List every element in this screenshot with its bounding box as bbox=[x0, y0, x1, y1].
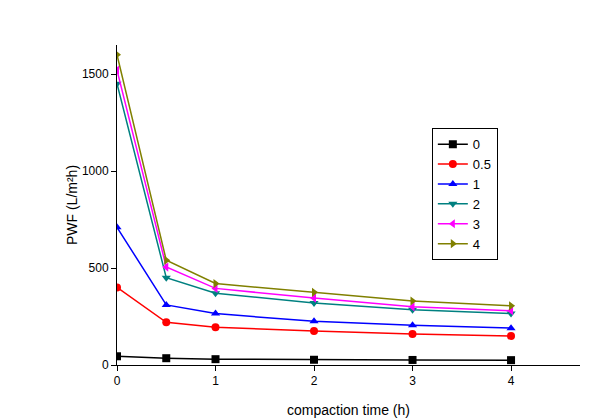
svg-text:PWF (L/m²h): PWF (L/m²h) bbox=[64, 165, 80, 245]
svg-text:compaction time (h): compaction time (h) bbox=[287, 402, 410, 418]
svg-text:0: 0 bbox=[114, 374, 121, 388]
svg-text:2: 2 bbox=[311, 374, 318, 388]
svg-text:1: 1 bbox=[473, 177, 480, 192]
svg-text:4: 4 bbox=[508, 374, 515, 388]
svg-text:0: 0 bbox=[473, 137, 480, 152]
svg-text:1: 1 bbox=[212, 374, 219, 388]
svg-text:3: 3 bbox=[473, 217, 480, 232]
svg-text:3: 3 bbox=[409, 374, 416, 388]
svg-text:500: 500 bbox=[89, 261, 109, 275]
svg-text:1000: 1000 bbox=[82, 164, 109, 178]
svg-text:1500: 1500 bbox=[82, 67, 109, 81]
svg-text:4: 4 bbox=[473, 237, 480, 252]
svg-text:0.5: 0.5 bbox=[473, 157, 491, 172]
svg-text:0: 0 bbox=[102, 358, 109, 372]
svg-text:2: 2 bbox=[473, 197, 480, 212]
